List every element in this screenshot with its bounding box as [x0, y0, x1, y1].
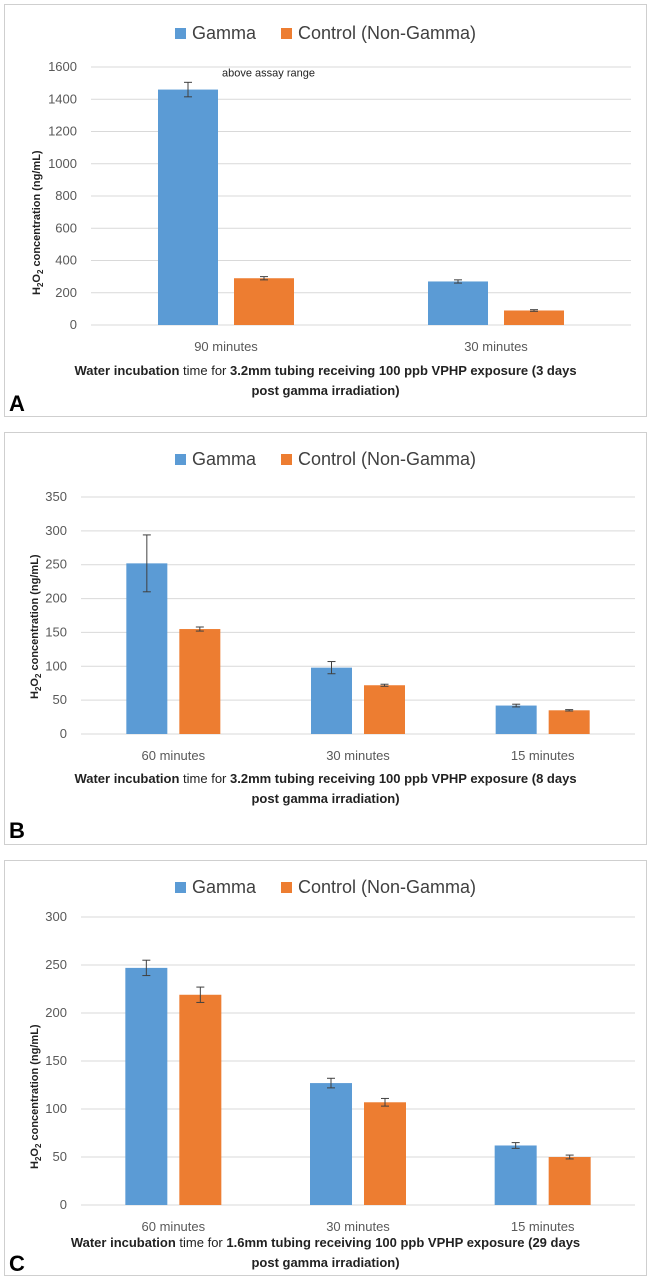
panel-letter: B [9, 818, 25, 843]
y-tick-label: 300 [45, 523, 67, 538]
legend-item-gamma: Gamma [174, 449, 256, 470]
bar-control [548, 710, 590, 734]
legend-item-gamma: Gamma [174, 23, 256, 44]
legend-swatch-gamma [174, 28, 186, 39]
bar-gamma [428, 281, 488, 325]
x-tick-label: 30 minutes [326, 1219, 390, 1234]
panel-letter: A [9, 391, 25, 416]
y-tick-label: 250 [45, 957, 67, 972]
y-tick-label: 1400 [48, 91, 77, 106]
bar-gamma [310, 1083, 352, 1205]
x-tick-label: 30 minutes [326, 748, 390, 763]
legend-label-gamma: Gamma [191, 23, 256, 43]
chart-panel-b: Gamma Control (Non-Gamma) H2O2 concentra… [4, 432, 647, 845]
legend-item-control: Control (Non-Gamma) [280, 877, 477, 898]
bar-gamma [494, 1145, 537, 1205]
bar-control [179, 994, 222, 1205]
bar-control [179, 629, 221, 734]
y-tick-label: 1000 [48, 156, 77, 171]
y-tick-label: 600 [55, 220, 77, 235]
plot-area: 0 50 100 150 200 250 300 60 minutes 30 minutes 15… [45, 909, 635, 1234]
x-tick-label: 15 minutes [511, 748, 575, 763]
legend: Gamma Control (Non-Gamma) [5, 449, 646, 470]
bar-control [504, 310, 564, 325]
legend: Gamma Control (Non-Gamma) [5, 23, 646, 44]
y-tick-label: 300 [45, 909, 67, 924]
y-tick-label: 200 [45, 591, 67, 606]
legend-label-gamma: Gamma [191, 877, 256, 897]
legend: Gamma Control (Non-Gamma) [5, 877, 646, 898]
plot-area: 0 200 400 600 800 1000 1200 1400 1600 above assay… [48, 59, 631, 354]
legend-label-control: Control (Non-Gamma) [297, 23, 477, 43]
y-tick-label: 150 [45, 1053, 67, 1068]
x-axis-title: Water incubation time for 1.6mm tubing r… [70, 1235, 581, 1270]
y-tick-label: 250 [45, 557, 67, 572]
y-tick-label: 0 [60, 1197, 67, 1212]
x-tick-label: 15 minutes [511, 1219, 575, 1234]
bar-control [364, 685, 405, 734]
y-tick-label: 100 [45, 658, 67, 673]
legend-item-control: Control (Non-Gamma) [280, 23, 477, 44]
y-tick-label: 50 [53, 692, 67, 707]
x-tick-label: 90 minutes [194, 339, 258, 354]
annotation: above assay range [222, 67, 315, 79]
x-axis-title: Water incubation time for 3.2mm tubing r… [74, 771, 577, 806]
y-tick-label: 0 [60, 726, 67, 741]
y-tick-label: 100 [45, 1101, 67, 1116]
y-tick-label: 50 [53, 1149, 67, 1164]
y-tick-label: 1600 [48, 59, 77, 74]
legend-item-gamma: Gamma [174, 877, 256, 898]
x-axis-title: Water incubation time for 3.2mm tubing r… [74, 363, 577, 398]
y-tick-label: 200 [45, 1005, 67, 1020]
bar-gamma [311, 667, 352, 734]
legend-swatch-control [280, 454, 292, 465]
y-tick-label: 400 [55, 253, 77, 268]
legend-swatch-gamma [174, 882, 186, 893]
bar-gamma [158, 89, 218, 325]
bar-control [364, 1102, 406, 1205]
y-tick-label: 350 [45, 489, 67, 504]
bar-gamma [125, 967, 168, 1205]
legend-item-control: Control (Non-Gamma) [280, 449, 477, 470]
chart-panel-a: Gamma Control (Non-Gamma) H2O2 concentra… [4, 4, 647, 417]
legend-label-control: Control (Non-Gamma) [297, 449, 477, 469]
bar-control [548, 1157, 591, 1205]
y-tick-label: 1200 [48, 124, 77, 139]
x-tick-label: 60 minutes [142, 1219, 206, 1234]
y-tick-label: 150 [45, 624, 67, 639]
y-tick-label: 800 [55, 188, 77, 203]
y-tick-label: 0 [70, 317, 77, 332]
x-tick-label: 30 minutes [464, 339, 528, 354]
chart-panel-c: Gamma Control (Non-Gamma) H2O2 concentra… [4, 860, 647, 1276]
legend-swatch-control [280, 28, 292, 39]
legend-label-gamma: Gamma [191, 449, 256, 469]
legend-label-control: Control (Non-Gamma) [297, 877, 477, 897]
bar-gamma [495, 705, 537, 734]
x-tick-label: 60 minutes [142, 748, 206, 763]
legend-swatch-gamma [174, 454, 186, 465]
y-tick-label: 200 [55, 285, 77, 300]
plot-area: 0 50 100 150 200 250 300 350 60 minutes 30 minute… [45, 489, 635, 763]
panel-letter: C [9, 1251, 25, 1276]
legend-swatch-control [280, 882, 292, 893]
bar-control [234, 278, 294, 325]
